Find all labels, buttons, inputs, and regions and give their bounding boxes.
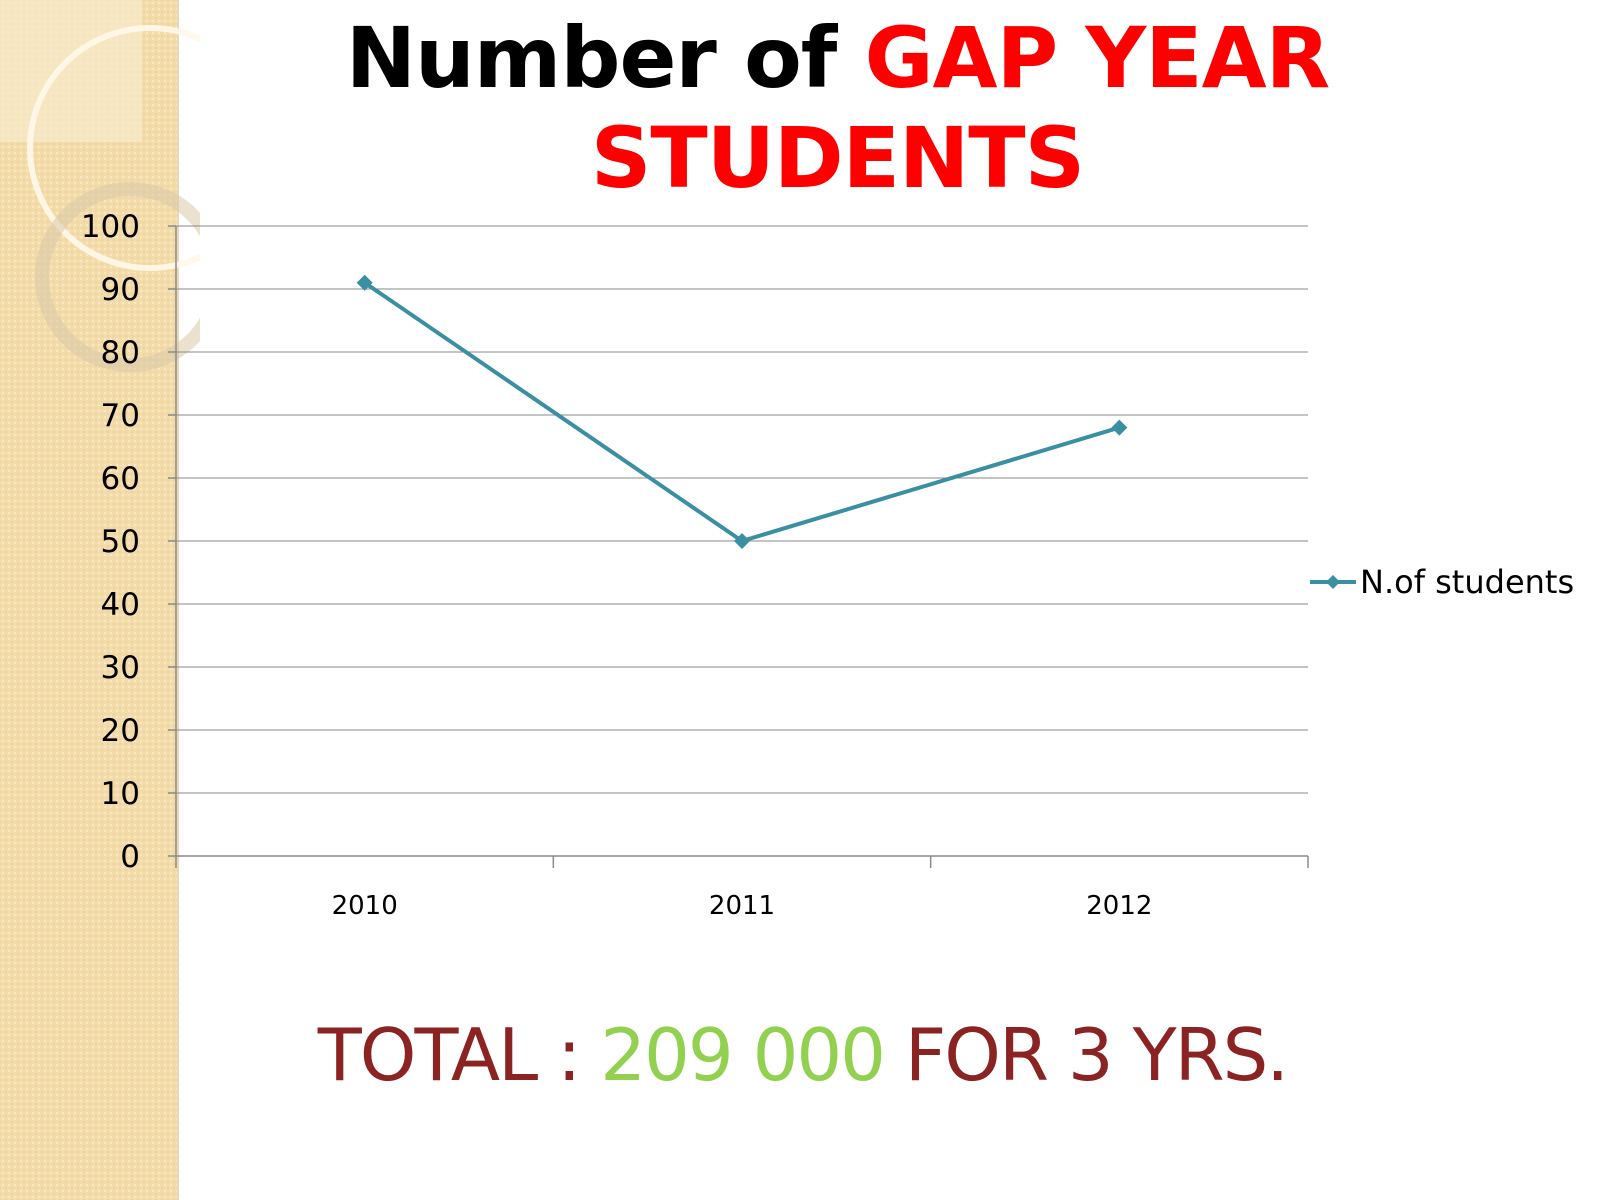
data-point-marker (356, 274, 373, 291)
total-suffix: FOR 3 YRS. (904, 1013, 1289, 1097)
decorative-square (0, 0, 142, 142)
y-tick-label: 70 (101, 398, 140, 434)
chart-axes (168, 225, 1309, 868)
x-axis-tick-labels: 2010 2011 2012 (332, 891, 1153, 921)
data-point-marker (734, 533, 750, 549)
decorative-ring-small (35, 182, 200, 372)
title-line-1: Number of GAP YEAR (200, 8, 1475, 108)
y-tick-label: 40 (101, 587, 140, 623)
data-point-marker (1111, 419, 1128, 436)
title-line-2: STUDENTS (590, 109, 1085, 207)
title-part-red: GAP YEAR (864, 9, 1331, 107)
legend-label: N.of students (1360, 563, 1574, 601)
legend-swatch-marker (1326, 575, 1340, 589)
total-label: TOTAL : (317, 1013, 582, 1097)
x-tick-label: 2010 (332, 891, 398, 921)
y-tick-label: 100 (81, 209, 140, 245)
x-tick-label: 2011 (709, 891, 775, 921)
line-chart: 0 10 20 30 40 50 60 70 80 90 100 2010 2011 2012 N.of… (81, 209, 1574, 921)
decorative-ring-large (27, 25, 200, 271)
chart-legend: N.of students (1310, 563, 1574, 601)
chart-series (356, 274, 1128, 549)
y-tick-label: 60 (101, 461, 140, 497)
decorative-rings (0, 0, 200, 372)
y-tick-label: 80 (101, 335, 140, 371)
title-part-black: Number of (345, 9, 838, 107)
y-tick-label: 10 (101, 776, 140, 812)
y-tick-label: 50 (101, 524, 140, 560)
slide-title: Number of GAP YEAR STUDENTS (200, 8, 1475, 208)
y-tick-label: 0 (120, 839, 140, 875)
chart-gridlines (176, 225, 1308, 794)
y-tick-label: 30 (101, 650, 140, 686)
total-summary: TOTAL : 209 000 FOR 3 YRS. (200, 1010, 1405, 1100)
y-tick-label: 20 (101, 713, 140, 749)
total-value: 209 000 (600, 1013, 886, 1097)
y-axis-tick-labels: 0 10 20 30 40 50 60 70 80 90 100 (81, 209, 140, 875)
x-tick-label: 2012 (1086, 891, 1152, 921)
y-tick-label: 90 (101, 272, 140, 308)
series-line (363, 281, 1120, 543)
